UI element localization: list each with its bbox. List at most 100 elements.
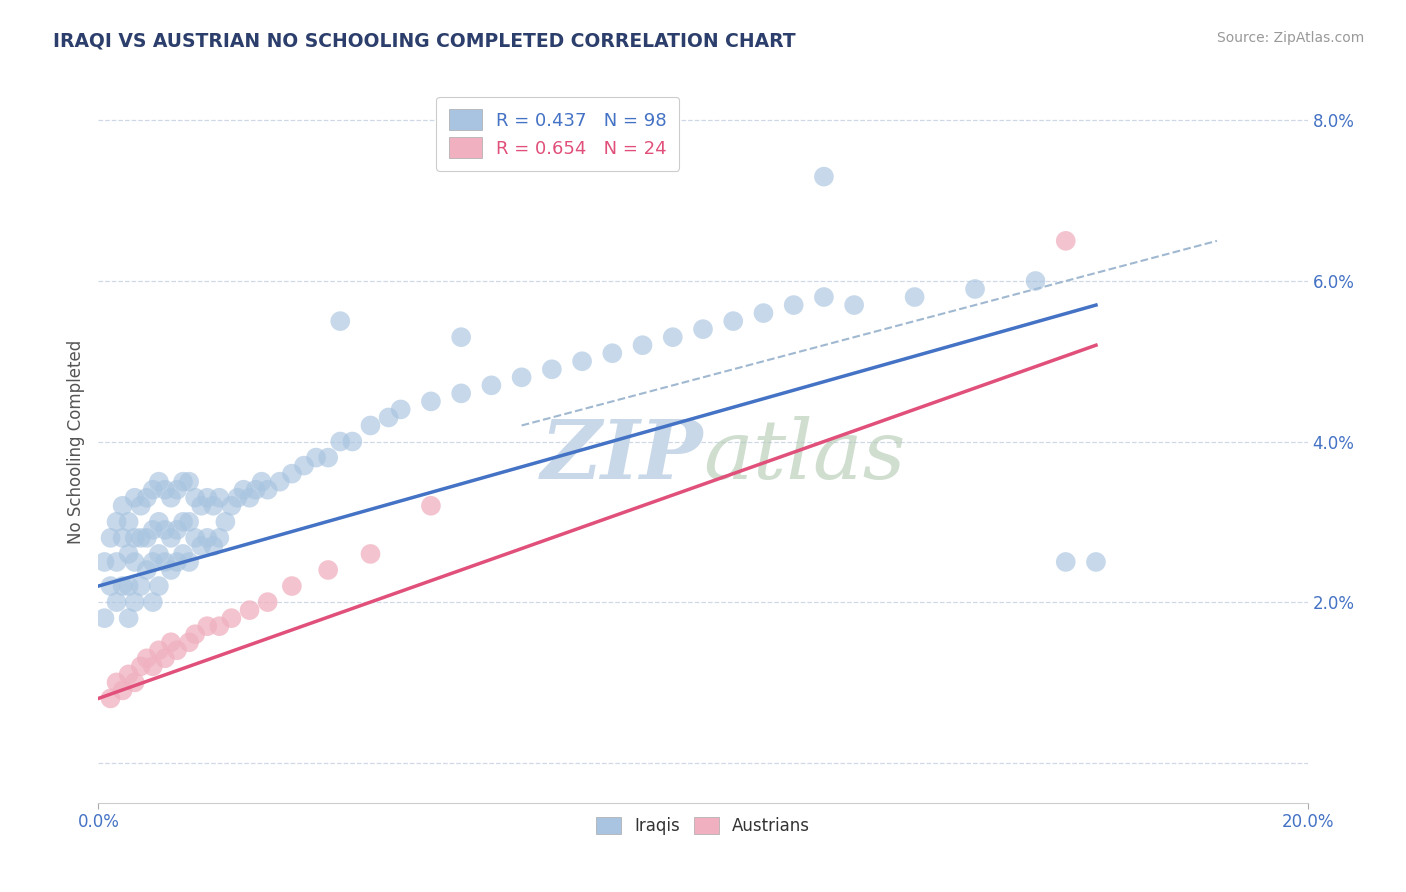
Point [111,579,134,593]
Point [316,450,339,465]
Point [148,547,170,561]
Point [124,555,146,569]
Text: atlas: atlas [703,416,905,496]
Point [166,523,188,537]
Point [692,322,714,336]
Point [172,515,194,529]
Point [105,675,128,690]
Point [450,386,472,401]
Point [214,515,236,529]
Point [208,619,231,633]
Point [118,515,141,529]
Legend: Iraqis, Austrians: Iraqis, Austrians [589,810,817,841]
Point [342,434,364,449]
Point [450,330,472,344]
Point [389,402,412,417]
Point [195,531,218,545]
Point [129,499,152,513]
Point [160,531,183,545]
Point [226,491,249,505]
Point [100,691,122,706]
Point [111,683,134,698]
Text: Source: ZipAtlas.com: Source: ZipAtlas.com [1216,31,1364,45]
Point [129,659,152,673]
Point [813,290,835,304]
Point [292,458,315,473]
Point [202,539,225,553]
Point [160,563,183,577]
Point [377,410,399,425]
Point [269,475,291,489]
Point [602,346,624,360]
Point [148,643,170,657]
Point [184,531,207,545]
Point [142,659,165,673]
Point [1054,234,1077,248]
Point [190,499,212,513]
Point [221,499,243,513]
Point [148,579,170,593]
Point [179,555,201,569]
Point [179,635,201,649]
Point [232,483,254,497]
Point [208,531,231,545]
Point [179,475,201,489]
Point [129,579,152,593]
Point [631,338,654,352]
Point [360,418,382,433]
Point [965,282,987,296]
Point [221,611,243,625]
Point [100,531,122,545]
Point [329,314,352,328]
Point [184,491,207,505]
Point [135,651,157,665]
Point [783,298,806,312]
Point [118,547,141,561]
Text: IRAQI VS AUSTRIAN NO SCHOOLING COMPLETED CORRELATION CHART: IRAQI VS AUSTRIAN NO SCHOOLING COMPLETED… [53,31,796,50]
Point [481,378,503,392]
Point [142,483,165,497]
Point [195,491,218,505]
Point [160,491,183,505]
Point [190,539,212,553]
Point [142,523,165,537]
Point [100,579,122,593]
Point [250,475,273,489]
Point [1054,555,1077,569]
Point [360,547,382,561]
Point [305,450,328,465]
Point [661,330,683,344]
Point [148,515,170,529]
Point [124,675,146,690]
Point [239,603,262,617]
Point [813,169,835,184]
Point [420,499,443,513]
Point [142,555,165,569]
Point [904,290,927,304]
Point [153,523,176,537]
Point [1024,274,1046,288]
Point [148,475,170,489]
Point [281,467,304,481]
Point [172,547,194,561]
Point [135,531,157,545]
Point [1085,555,1108,569]
Point [105,595,128,609]
Point [256,483,278,497]
Point [93,611,115,625]
Point [105,515,128,529]
Y-axis label: No Schooling Completed: No Schooling Completed [66,340,84,543]
Point [752,306,775,320]
Point [208,491,231,505]
Point [142,595,165,609]
Point [93,555,115,569]
Point [256,595,278,609]
Point [510,370,533,384]
Point [160,635,183,649]
Point [105,555,128,569]
Point [166,483,188,497]
Point [420,394,443,409]
Point [166,555,188,569]
Point [723,314,745,328]
Point [166,643,188,657]
